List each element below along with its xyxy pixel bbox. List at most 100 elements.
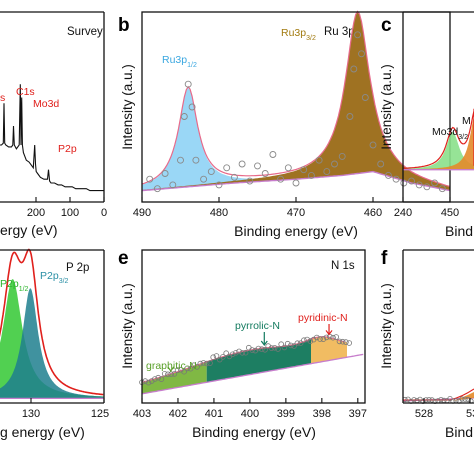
panel-c-ylabel: Intensity (a.u.) [379,64,394,150]
panel-a-xlabel: ergy (eV) [0,222,58,238]
panel-a-title: Survey [67,26,103,38]
panel-f-xlabel: Bind [445,424,473,440]
panel-e-data-point [184,365,191,372]
panel-b-data-point [431,179,439,187]
panel-d-title: P 2p [66,262,89,274]
panel-b-xtick-label: 450 [441,207,459,219]
panel-c-peak-0 [403,131,474,170]
panel-e-xtick-label: 398 [313,408,331,420]
panel-e-data-point [281,344,288,351]
panel-b-data-point [408,177,415,185]
panel-e-data-point [145,379,152,386]
panel-b-data-point [215,181,223,189]
panel-a-survey-line [0,84,104,192]
panel-e-frame [141,249,366,404]
panel-b-data-point [269,151,277,158]
panel-a: Survey s C1s Mo3d P2p 200 100 0 ergy (eV… [0,11,107,238]
panel-b-peak-ru3p12 [142,88,450,191]
panel-b-data-point [169,181,177,189]
panel-b-data-point [300,166,308,174]
panel-f-ylabel: Intensity (a.u.) [379,283,394,369]
panel-b-data-point [207,168,215,176]
panel-e-peak-pyrrolic-N [206,338,311,383]
panel-e-data-point [323,334,330,341]
panel-a-annotation-p2p: P2p [58,143,77,155]
panel-a-xtick-label: 100 [61,207,79,219]
panel-e-plot [139,333,364,395]
panel-b-data-point [358,50,365,58]
panel-e-ylabel: Intensity (a.u.) [120,283,135,369]
panel-e-data-point [216,356,223,363]
panel-b-annotation-ru3p32: Ru3p3/2 [281,27,316,42]
panel-b-data-point [331,160,338,168]
panel-b-data-point [254,162,261,170]
panel-e-letter: e [118,248,129,269]
panel-e-data-point [213,353,220,359]
panel-b-background-line [141,170,451,192]
panel-b-data-point [177,156,184,164]
panel-e-data-point [197,360,204,367]
panel-f-letter: f [381,248,388,269]
panel-e: e N 1s graphitic-N pyrrolic-N pyridinic-… [118,248,367,440]
panel-e-data-point [229,351,236,358]
panel-b-xtick-label: 480 [210,207,228,219]
panel-b-data-point [238,160,246,168]
panel-e-data-point [171,371,178,377]
panel-b-data-point [377,160,385,168]
panel-e-arrow-head [260,340,268,347]
panel-e-data-point [297,340,304,347]
panel-b-envelope-line [141,10,451,188]
panel-b-xtick-label: 470 [287,207,305,219]
panel-b-data-point [184,80,192,88]
panel-b-annotation-ru3p12: Ru3p1/2 [162,54,197,69]
panel-e-data-point [246,344,252,351]
panel-b-data-point [323,168,331,176]
panel-e-data-point [249,347,255,353]
panel-e-annotation-graphitic: graphitic-N [146,360,197,372]
panel-e-data-point [330,334,336,341]
panel-b-data-point [223,164,231,172]
panel-e-data-point [284,340,291,347]
panel-e-data-point [223,350,230,357]
panel-e-data-point [294,340,301,347]
panel-b-data-point [146,175,154,183]
panel-f-data-point [411,397,417,403]
panel-b-data-point [284,164,292,172]
panel-e-background-line [141,353,364,395]
panel-e-data-point [207,360,213,366]
panel-f-data-point [447,395,453,402]
panel-e-data-point [304,336,310,343]
panel-b-plot [141,10,451,193]
panel-b-data-point [423,183,431,191]
panel-f-data-point [459,396,465,402]
panel-a-plot [0,84,104,192]
panel-c-xtick-label: 240 [394,207,412,219]
panel-e-data-point [181,368,187,375]
panel-e-data-point [271,344,278,351]
panel-e-data-point [346,340,353,346]
panel-d-xtick-label: 130 [22,408,40,420]
panel-b-data-point [200,175,208,183]
panel-e-title: N 1s [331,260,355,272]
panel-e-arrows [167,324,333,372]
panel-b-data-point [415,181,423,189]
panel-f-peak [452,392,474,401]
panel-e-data-point [262,346,268,353]
panel-f-envelope-line [403,388,474,401]
panel-b: b Ru 3p Ru3p1/2 Ru3p3/2 490 480 470 460 450 … [118,10,459,239]
panel-e-data-point [288,342,294,349]
panel-d-annotation-p2p32: P2p3/2 [40,270,69,285]
panel-e-data-point [343,339,349,345]
panel-e-data-point [301,337,307,344]
panel-b-data-point [354,31,362,39]
panel-e-xtick-label: 402 [169,408,187,420]
panel-a-xtick-label: 200 [27,207,45,219]
panel-e-data-point [174,367,181,373]
panel-e-xtick-label: 399 [277,408,295,420]
panel-c-envelope-line [403,108,474,169]
panel-d-peak-1 [0,288,104,399]
panel-b-data-point [180,113,188,120]
panel-e-data-point [194,364,200,370]
panel-e-data-point [242,349,249,356]
